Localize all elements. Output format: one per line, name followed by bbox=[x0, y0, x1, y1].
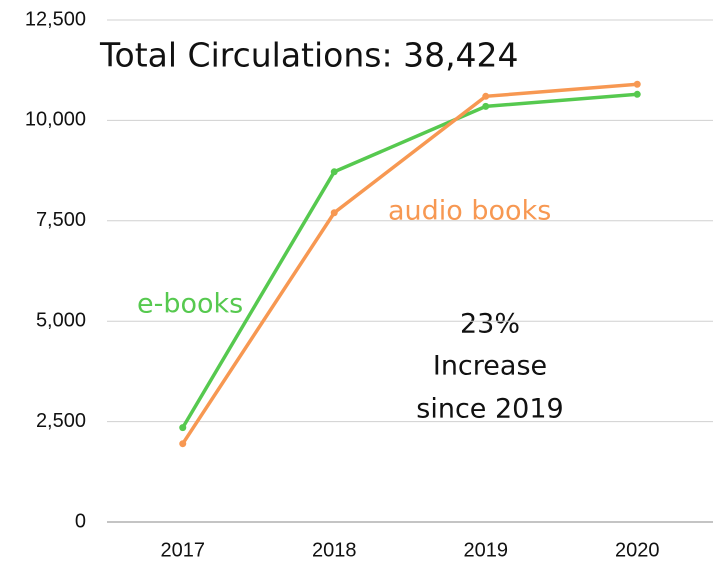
x-tick-label: 2017 bbox=[161, 539, 206, 561]
point bbox=[330, 209, 338, 217]
y-tick-label: 12,500 bbox=[25, 8, 86, 30]
annotation-line: 23% bbox=[460, 309, 520, 340]
point bbox=[330, 168, 338, 176]
x-tick-label: 2018 bbox=[312, 539, 357, 561]
point bbox=[179, 440, 187, 448]
x-tick-label: 2020 bbox=[615, 539, 660, 561]
y-tick-label: 0 bbox=[75, 510, 86, 532]
chart-title: Total Circulations: 38,424 bbox=[99, 36, 519, 75]
point bbox=[482, 102, 490, 110]
annotation: 23% Increase since 2019 bbox=[416, 309, 563, 425]
y-tick-label: 10,000 bbox=[25, 109, 86, 131]
point bbox=[179, 424, 187, 432]
x-tick-label: 2019 bbox=[464, 539, 509, 561]
point bbox=[482, 92, 490, 100]
annotation-line: Increase bbox=[433, 351, 547, 382]
y-tick-label: 2,500 bbox=[36, 410, 86, 432]
point bbox=[633, 80, 641, 88]
line bbox=[181, 92, 638, 429]
y-tick-label: 5,000 bbox=[36, 309, 86, 331]
series-label: audio books bbox=[388, 196, 551, 227]
point bbox=[633, 90, 641, 98]
annotation-line: since 2019 bbox=[416, 394, 563, 425]
y-tick-label: 7,500 bbox=[36, 209, 86, 231]
line bbox=[181, 82, 638, 445]
series-label: e-books bbox=[137, 289, 243, 320]
